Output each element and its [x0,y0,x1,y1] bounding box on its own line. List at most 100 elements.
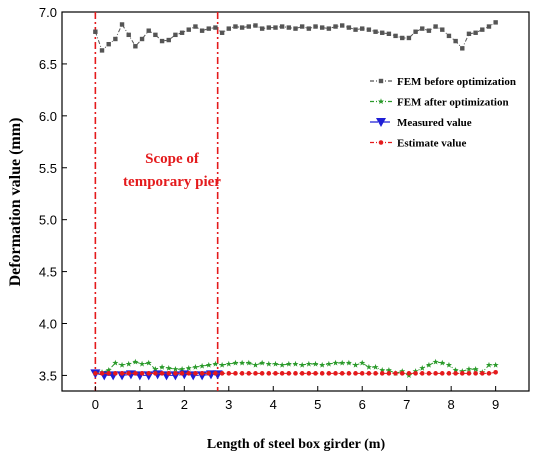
legend-swatch-marker [376,118,386,127]
data-point [246,371,252,376]
y-tick-label: 4.0 [39,317,57,332]
legend: FEM before optimization FEM after optimiz… [370,76,516,150]
data-point [146,28,151,33]
data-point [400,35,405,41]
data-point [433,371,438,376]
data-point [452,367,459,373]
data-point [433,24,438,29]
data-point [239,25,245,30]
legend-label: Estimate value [397,138,466,150]
data-point [333,24,338,29]
data-point [486,371,492,376]
x-tick-label: 7 [403,397,410,412]
data-point [259,359,266,366]
data-point [406,371,412,376]
data-point [206,26,211,31]
data-point [285,360,292,367]
data-point [292,360,299,367]
data-point [112,359,119,366]
data-point [225,360,232,367]
data-point [459,371,465,376]
data-point [259,26,265,31]
data-point [393,371,398,376]
data-point [326,371,332,376]
x-axis-title: Length of steel box girder (m) [207,437,386,452]
y-axis-ticks: 3.5 4.0 4.5 5.0 5.5 6.0 6.5 7.0 [39,5,67,383]
data-point [325,360,332,367]
data-point [319,361,326,368]
legend-swatch-marker [378,140,384,145]
data-point [306,371,312,376]
data-point [353,371,358,376]
x-tick-label: 4 [270,397,277,412]
data-point [259,371,265,376]
data-point [460,46,465,51]
data-point [239,359,246,366]
x-tick-label: 6 [359,397,366,412]
data-point [306,26,312,31]
data-point [446,371,452,376]
data-point [119,371,125,376]
data-point [279,361,286,368]
data-point [113,36,118,42]
data-point [273,25,278,30]
data-point [265,360,272,367]
data-point [132,358,139,365]
x-tick-label: 8 [448,397,455,412]
data-point [166,371,172,376]
data-point [139,360,146,367]
data-point [139,36,145,42]
data-point [386,31,392,37]
data-point [352,361,359,368]
data-point [439,359,446,366]
data-point [319,371,325,376]
x-tick-label: 2 [181,397,188,412]
data-point [372,363,379,370]
data-point [332,359,339,366]
data-point [186,371,192,376]
data-point [345,359,352,366]
data-point [445,361,452,368]
data-point [459,368,466,374]
x-axis-ticks: 0 1 2 3 4 5 6 7 8 9 [92,386,499,412]
data-point [213,371,218,376]
data-point [419,371,425,376]
data-point [359,359,366,366]
data-point [179,30,185,35]
data-point [385,367,392,373]
data-point [313,371,318,376]
data-point [133,44,138,49]
legend-label: Measured value [397,117,472,129]
data-point [219,361,226,368]
data-point [326,26,332,31]
x-tick-label: 0 [92,397,99,412]
data-point [193,24,198,29]
data-point [353,27,358,32]
data-point [293,26,298,31]
data-point [173,371,178,376]
annotation-line1: Scope of [145,151,200,167]
data-point [486,24,492,29]
data-point [185,364,192,371]
data-point [393,33,398,39]
data-point [399,371,405,376]
data-point [193,371,198,376]
data-point [159,363,166,370]
data-point [439,371,445,376]
data-point [453,371,458,376]
data-point [346,371,352,376]
data-point [466,31,472,37]
data-point [173,32,178,38]
data-point [192,363,199,370]
data-point [413,371,418,376]
data-point [245,359,252,366]
data-point [179,371,185,376]
series-fem-before-optimization [93,20,498,53]
data-point [492,361,499,368]
data-point [232,359,239,366]
data-point [99,48,105,53]
data-point [93,371,98,376]
data-point [340,23,345,28]
series-layer [90,20,499,381]
data-point [159,371,165,376]
